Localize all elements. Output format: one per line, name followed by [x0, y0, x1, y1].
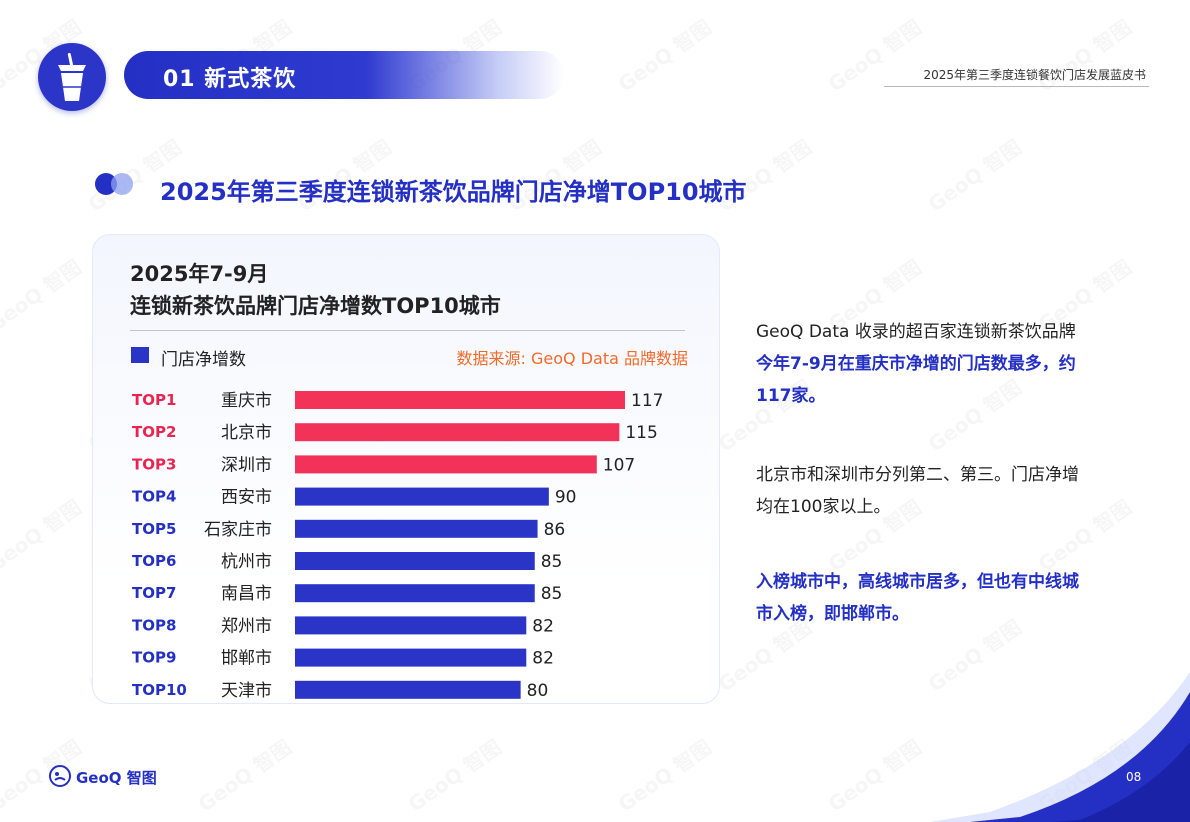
section-banner [124, 51, 564, 99]
value-label: 82 [532, 649, 554, 669]
category-label: 西安市 [221, 488, 272, 508]
watermark-text: GeoQ 智图 [923, 135, 1026, 217]
bar [295, 519, 538, 538]
value-label: 86 [544, 520, 566, 540]
value-label: 85 [541, 552, 563, 572]
category-label: 郑州市 [221, 616, 272, 636]
report-title: 2025年第三季度连锁餐饮门店发展蓝皮书 [923, 68, 1146, 82]
value-label: 80 [527, 681, 549, 701]
tea-cup-logo [38, 43, 106, 111]
chart-subtitle: 连锁新茶饮品牌门店净增数TOP10城市 [130, 294, 501, 318]
bar [295, 552, 535, 570]
bar [295, 616, 527, 635]
bar [295, 391, 625, 409]
header-divider [884, 86, 1149, 87]
section-title: 01 新式茶饮 [163, 67, 297, 92]
bar-chart: TOP1 重庆市 117 TOP2 北京市 115 TOP3 深圳市 107 TOP4 西安市 90 T… [132, 391, 663, 701]
bar [295, 648, 527, 667]
watermark-text: GeoQ 智图 [0, 735, 86, 817]
chart-divider [130, 330, 685, 331]
commentary-paragraph-1: GeoQ Data 收录的超百家连锁新茶饮品牌今年7-9月在重庆市净增的门店数最… [756, 316, 1091, 412]
value-label: 90 [555, 488, 577, 508]
value-label: 82 [532, 616, 554, 636]
watermark-text: GeoQ 智图 [823, 735, 926, 817]
legend-label: 门店净增数 [161, 350, 246, 370]
category-label: 深圳市 [221, 455, 272, 475]
corner-decoration [930, 672, 1190, 822]
category-label: 南昌市 [221, 584, 272, 604]
bar [295, 487, 549, 506]
rank-label: TOP5 [132, 520, 176, 538]
data-source: 数据来源: GeoQ Data 品牌数据 [456, 349, 688, 368]
footer-brand: GeoQ 智图 [76, 769, 157, 787]
rank-label: TOP8 [132, 616, 176, 634]
watermark-text: GeoQ 智图 [193, 735, 296, 817]
value-label: 107 [603, 455, 635, 475]
value-label: 115 [625, 423, 657, 443]
watermark-text: GeoQ 智图 [403, 735, 506, 817]
watermark-text: GeoQ 智图 [1033, 15, 1136, 97]
page-number: 08 [1126, 770, 1142, 784]
bar [295, 455, 597, 474]
rank-label: TOP1 [132, 391, 176, 409]
value-label: 85 [541, 584, 563, 604]
rank-label: TOP3 [132, 455, 176, 473]
rank-label: TOP2 [132, 423, 176, 441]
commentary-highlight: 今年7-9月在重庆市净增的门店数最多，约117家。 [756, 354, 1076, 406]
bar [295, 423, 620, 442]
commentary-paragraph-2: 北京市和深圳市分列第二、第三。门店净增均在100家以上。 [756, 465, 1079, 517]
watermark-text: GeoQ 智图 [613, 735, 716, 817]
rank-label: TOP7 [132, 584, 176, 602]
category-label: 重庆市 [221, 391, 272, 411]
legend-swatch [131, 347, 149, 363]
category-label: 北京市 [221, 423, 272, 443]
category-label: 天津市 [221, 681, 272, 701]
geoq-logo-icon [49, 765, 71, 787]
bar [295, 584, 535, 603]
title-bullet-icon [95, 173, 133, 195]
commentary-paragraph-3: 入榜城市中，高线城市居多，但也有中线城市入榜，即邯郸市。 [756, 572, 1079, 624]
rank-label: TOP9 [132, 649, 176, 667]
watermark-text: GeoQ 智图 [0, 255, 86, 337]
rank-label: TOP4 [132, 488, 176, 506]
category-label: 邯郸市 [221, 649, 272, 669]
chart-title: 2025年7-9月 [130, 262, 269, 286]
watermark-text: GeoQ 智图 [823, 15, 926, 97]
value-label: 117 [631, 391, 663, 411]
rank-label: TOP10 [132, 681, 187, 699]
page-title: 2025年第三季度连锁新茶饮品牌门店净增TOP10城市 [160, 178, 747, 206]
rank-label: TOP6 [132, 552, 176, 570]
category-label: 杭州市 [221, 552, 272, 572]
tea-cup-icon [58, 53, 86, 101]
bar [295, 680, 521, 699]
watermark-text: GeoQ 智图 [0, 495, 86, 577]
commentary-plain: GeoQ Data 收录的超百家连锁新茶饮品牌 [756, 322, 1076, 342]
category-label: 石家庄市 [204, 520, 272, 540]
watermark-text: GeoQ 智图 [613, 15, 716, 97]
